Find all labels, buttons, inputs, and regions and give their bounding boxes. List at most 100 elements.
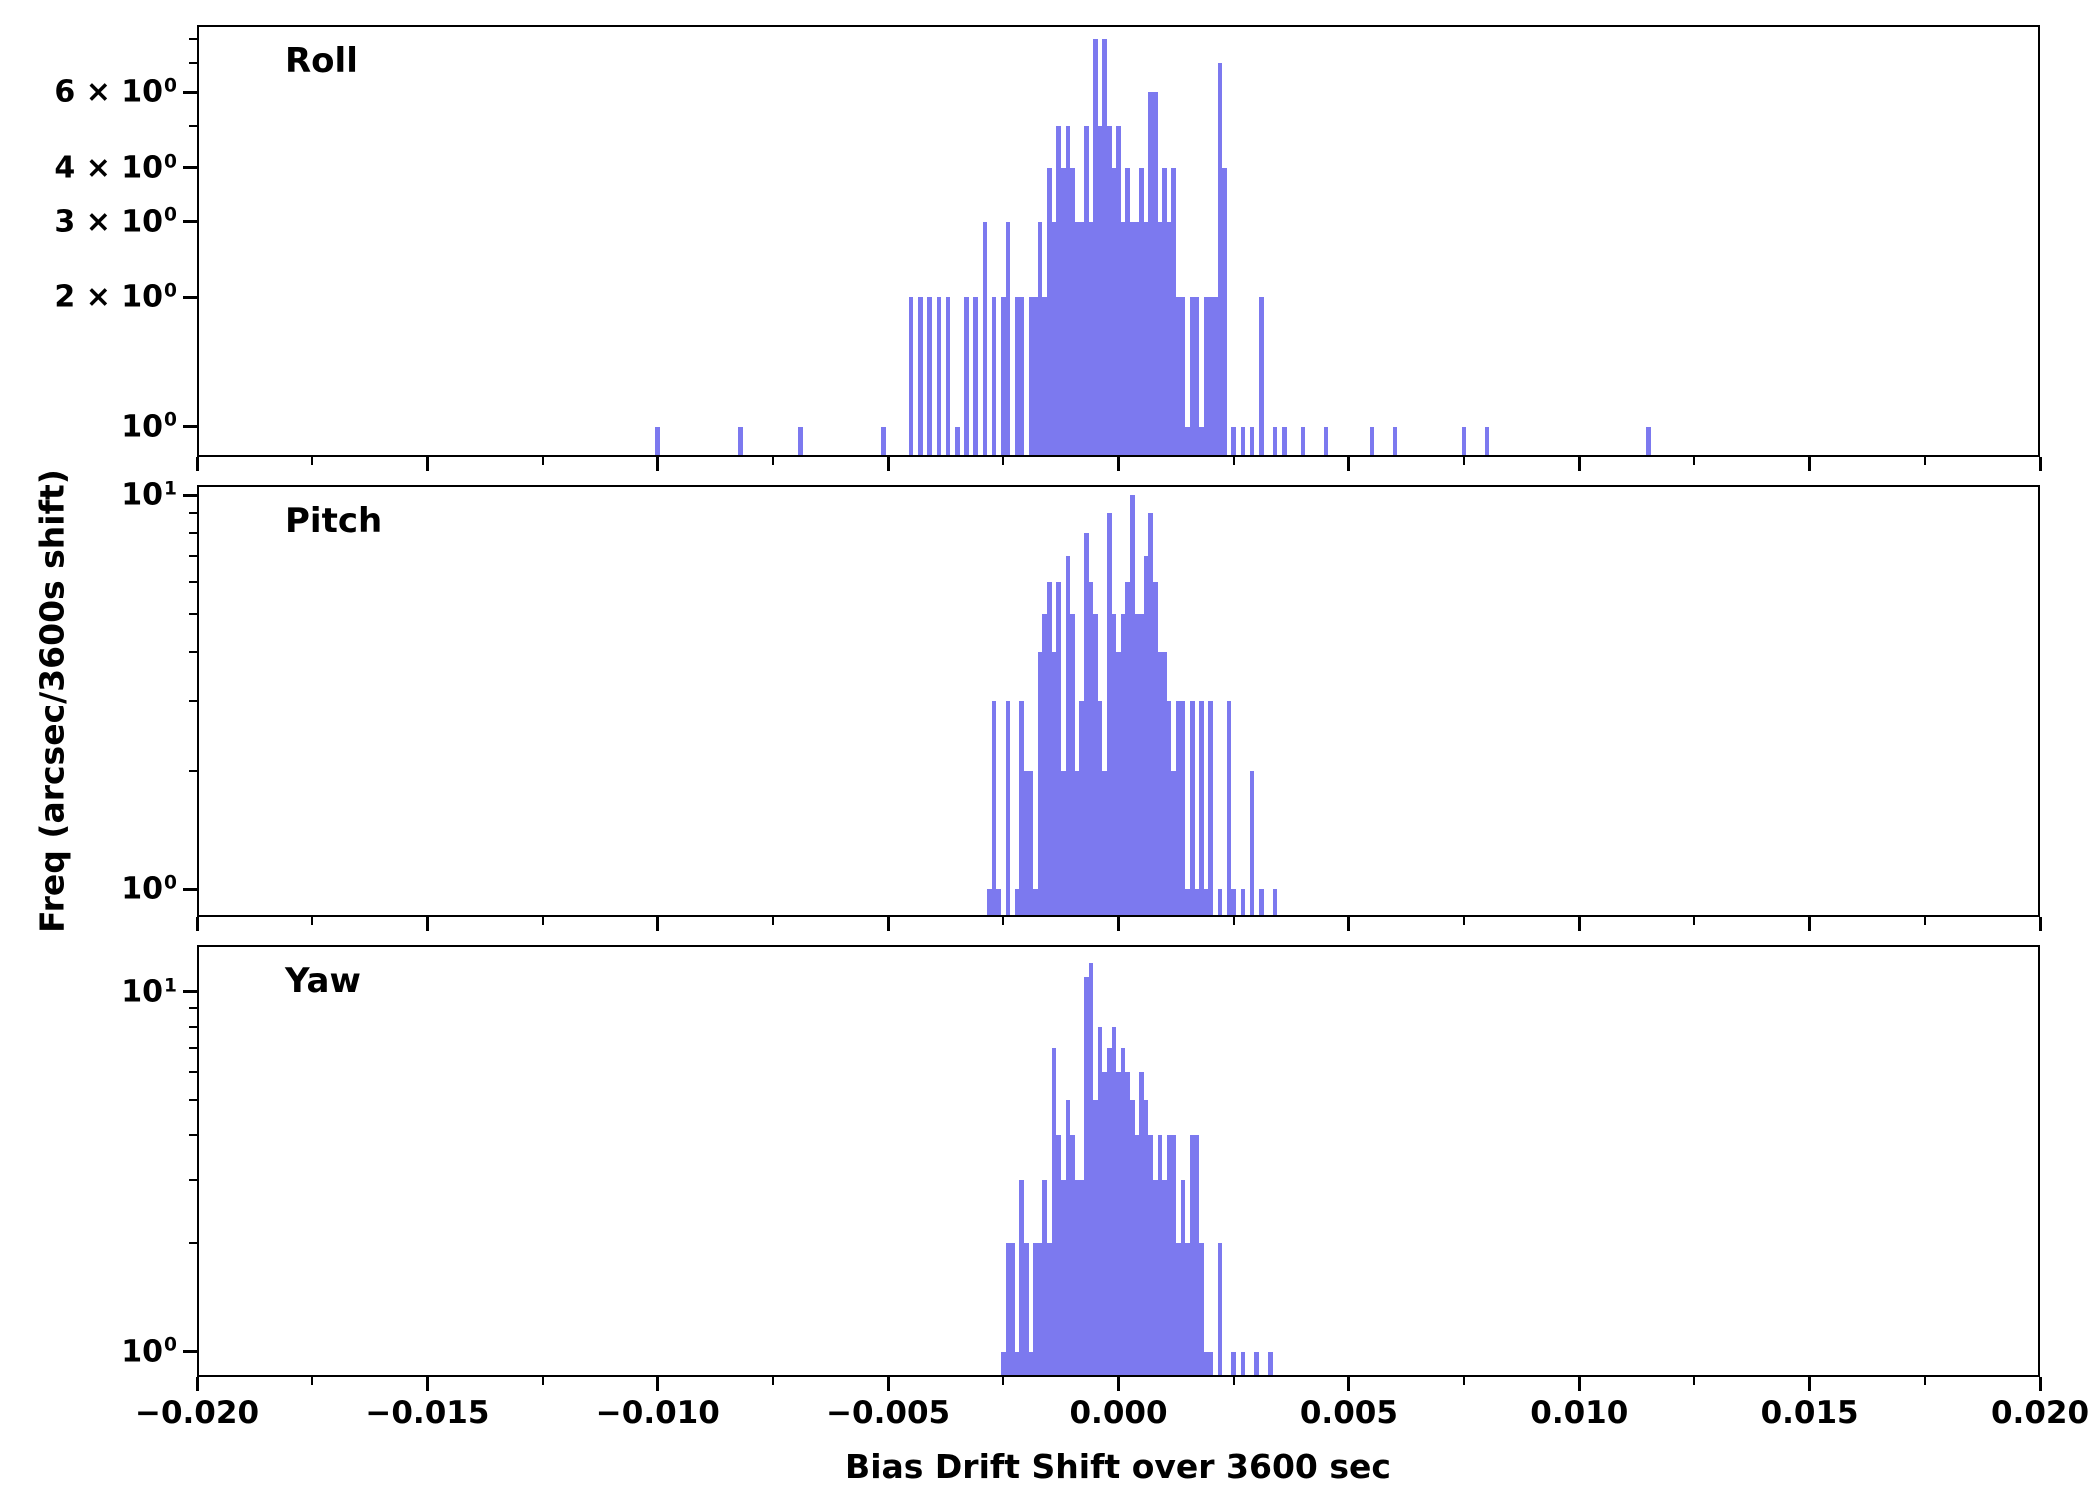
y-minor-tick xyxy=(189,1242,197,1245)
histogram-bar xyxy=(1120,613,1126,917)
x-axis-label: Bias Drift Shift over 3600 sec xyxy=(845,1447,1391,1486)
histogram-bar xyxy=(1194,297,1200,457)
histogram-bar xyxy=(1047,582,1052,917)
histogram-bar xyxy=(1125,1071,1131,1377)
histogram-bar xyxy=(1024,1243,1029,1377)
x-minor-tick xyxy=(1923,917,1926,925)
histogram-bar xyxy=(1153,582,1158,917)
histogram-bar xyxy=(1102,770,1107,917)
y-minor-tick xyxy=(189,512,197,514)
histogram-bar xyxy=(1125,582,1131,917)
histogram-bar xyxy=(1212,297,1218,457)
histogram-bar xyxy=(1060,167,1066,457)
y-minor-tick xyxy=(189,1070,197,1073)
histogram-bar xyxy=(1060,1179,1066,1377)
x-minor-tick xyxy=(541,457,544,465)
histogram-bar xyxy=(1189,297,1195,457)
histogram-bar xyxy=(1028,770,1034,917)
histogram-bar xyxy=(1070,167,1075,457)
histogram-bar xyxy=(1180,297,1186,457)
histogram-bar xyxy=(991,297,997,457)
histogram-bar xyxy=(1231,889,1236,917)
histogram-bar xyxy=(1074,770,1080,917)
histogram-bar xyxy=(1208,1351,1213,1377)
histogram-bar xyxy=(918,297,923,457)
histogram-bar xyxy=(1074,1179,1080,1377)
histogram-bar xyxy=(1047,167,1052,457)
histogram-bar xyxy=(1148,92,1154,457)
y-tick-label: 4 × 100 xyxy=(54,150,177,185)
histogram-bar xyxy=(1134,613,1140,917)
histogram-bar xyxy=(1001,297,1006,457)
histogram-bar xyxy=(1180,1179,1186,1377)
x-minor-tick xyxy=(771,1377,774,1385)
x-major-tick xyxy=(886,457,890,471)
y-tick-base: 6 × 10 xyxy=(54,74,164,110)
histogram-bar xyxy=(1019,701,1025,917)
histogram-bar xyxy=(1060,770,1066,917)
histogram-bar xyxy=(1157,221,1163,457)
histogram-bar xyxy=(1070,1135,1075,1377)
x-minor-tick xyxy=(1463,457,1466,465)
histogram-bar xyxy=(1148,513,1154,917)
y-tick-label: 2 × 100 xyxy=(54,280,177,315)
x-major-tick xyxy=(425,1377,429,1391)
histogram-bar xyxy=(1005,701,1011,917)
histogram-bar xyxy=(1194,889,1200,917)
panel-title-yaw: Yaw xyxy=(285,961,361,1001)
panel-yaw: 101 100 Yaw xyxy=(121,945,2042,1391)
x-minor-tick xyxy=(311,1377,314,1385)
histogram-bar xyxy=(655,426,661,457)
histogram-bar xyxy=(1130,1100,1135,1377)
histogram-bar xyxy=(1323,426,1329,457)
histogram-bar xyxy=(1130,494,1135,917)
histogram-bar xyxy=(1056,126,1061,457)
histogram-bar xyxy=(1033,889,1038,917)
y-tick-exponent: 0 xyxy=(164,409,177,431)
histogram-bar xyxy=(1171,770,1177,917)
histogram-bar xyxy=(991,701,997,917)
y-tick-exponent: 1 xyxy=(164,975,177,997)
histogram-bar xyxy=(1005,221,1011,457)
histogram-bar xyxy=(1272,426,1278,457)
x-major-tick xyxy=(1808,917,1812,931)
x-major-tick xyxy=(1577,917,1581,931)
histogram-bar xyxy=(1088,221,1094,457)
panel-title-pitch: Pitch xyxy=(285,501,383,541)
histogram-bar xyxy=(1120,221,1126,457)
histogram-bar xyxy=(1461,426,1467,457)
histogram-bar xyxy=(881,426,886,457)
y-tick-label: 100 xyxy=(121,872,177,907)
histogram-bar xyxy=(1001,1351,1006,1377)
histogram-bar xyxy=(798,426,803,457)
x-tick-label: −0.015 xyxy=(365,1395,490,1431)
histogram-bar xyxy=(1097,1026,1103,1377)
x-major-tick xyxy=(1117,457,1120,471)
y-minor-tick xyxy=(189,1046,197,1049)
x-minor-tick xyxy=(1002,917,1005,925)
y-tick-label: 101 xyxy=(121,478,177,513)
y-tick-exponent: 0 xyxy=(164,151,177,173)
histogram-bar xyxy=(1106,1047,1112,1377)
histogram-bar xyxy=(1102,1071,1107,1377)
histogram-bar xyxy=(1231,1351,1236,1377)
histogram-bar xyxy=(973,297,978,457)
histogram-bar xyxy=(1106,513,1112,917)
histogram-bar xyxy=(1199,701,1204,917)
histogram-bar xyxy=(1097,701,1103,917)
histogram-bar xyxy=(987,889,992,917)
histogram-bar xyxy=(1240,889,1246,917)
x-major-tick xyxy=(1577,457,1581,471)
histogram-bar xyxy=(1171,1135,1177,1377)
y-tick-label: 6 × 100 xyxy=(54,75,177,110)
x-tick-label: −0.020 xyxy=(134,1395,260,1431)
x-minor-tick xyxy=(311,457,314,465)
histogram-bar xyxy=(1166,221,1172,457)
x-minor-tick xyxy=(541,1377,544,1385)
histogram-bar xyxy=(1268,1351,1273,1377)
y-tick-exponent: 0 xyxy=(164,1334,177,1356)
panel-pitch: 101 100 Pitch xyxy=(121,478,2042,931)
histogram-bar xyxy=(1037,221,1043,457)
histogram-bar xyxy=(1143,556,1149,917)
x-major-tick xyxy=(886,917,890,931)
